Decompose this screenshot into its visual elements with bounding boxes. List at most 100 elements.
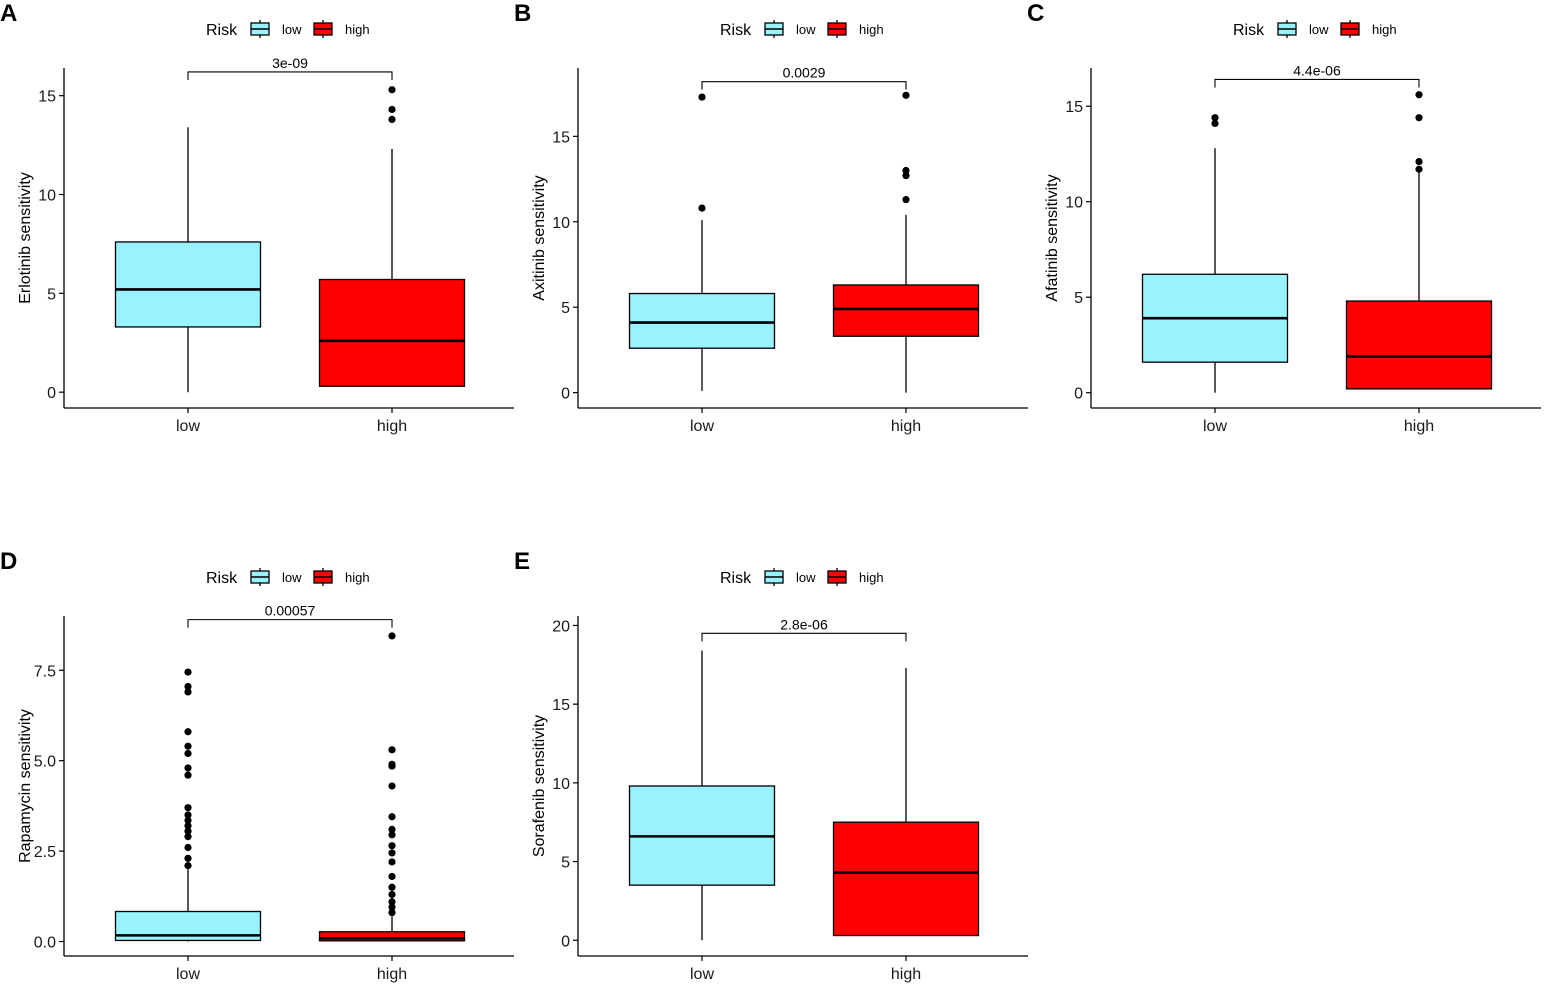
outlier-point xyxy=(184,827,192,835)
outlier-point xyxy=(184,771,192,779)
outlier-point xyxy=(388,86,396,94)
legend: Risk low high xyxy=(720,20,884,39)
outlier-point xyxy=(388,858,396,866)
legend-title: Risk xyxy=(206,22,238,39)
outlier-point xyxy=(388,842,396,850)
legend-key-low xyxy=(250,20,270,38)
outlier-point xyxy=(698,204,706,212)
outlier-point xyxy=(388,115,396,123)
bracket-line xyxy=(187,619,393,628)
box-low xyxy=(114,127,262,393)
chart-svg: Risk low high 0 5 10 15 low high Afatinib sensiti… xyxy=(1044,20,1541,435)
outlier-point xyxy=(388,782,396,790)
significance-bracket: 4.4e-06 xyxy=(1214,62,1420,88)
outlier-point xyxy=(698,93,706,101)
outlier-point xyxy=(184,728,192,736)
outlier-point xyxy=(184,764,192,772)
legend-label-high: high xyxy=(859,570,884,585)
panel-a: A Risk low high 0 5 10 15 low high Erlotinib sens… xyxy=(0,0,520,450)
y-tick-label: 10 xyxy=(1065,195,1083,212)
y-tick-label: 0 xyxy=(47,385,56,402)
legend-key-low xyxy=(250,568,270,586)
y-axis-title: Afatinib sensitivity xyxy=(1044,174,1061,301)
y-tick-label: 5.0 xyxy=(34,754,56,771)
legend-key-high xyxy=(827,20,847,38)
panel-b: B Risk low high 0 5 10 15 low high Axitinib sensi… xyxy=(514,0,1034,450)
outlier-point xyxy=(388,872,396,881)
significance-bracket: 0.00057 xyxy=(187,603,393,628)
y-tick-label: 0 xyxy=(561,386,570,403)
x-tick-label: low xyxy=(690,966,714,983)
bracket-line xyxy=(1214,78,1420,88)
y-tick-label: 10 xyxy=(38,188,56,205)
y-axis-title: Axitinib sensitivity xyxy=(531,175,548,300)
outlier-point xyxy=(184,816,192,824)
outlier-point xyxy=(388,105,396,114)
p-value-label: 2.8e-06 xyxy=(780,616,828,632)
outlier-point xyxy=(1415,165,1423,173)
legend-label-high: high xyxy=(345,22,370,37)
y-tick-label: 10 xyxy=(552,215,570,232)
legend-key-low xyxy=(764,568,784,586)
legend-label-low: low xyxy=(282,570,302,585)
legend-key-high xyxy=(313,568,333,586)
box-iqr xyxy=(114,241,262,328)
panel-c: C Risk low high 0 5 10 15 low high Afatinib sensi… xyxy=(1027,0,1547,450)
box-high xyxy=(1345,91,1493,390)
y-tick-label: 15 xyxy=(552,697,570,714)
legend-key-high xyxy=(313,20,333,38)
panel-label: B xyxy=(514,0,532,27)
box-high xyxy=(318,86,466,387)
chart-svg: Risk low high 0 5 10 15 20 low high Sorafenib sens… xyxy=(531,568,1028,983)
p-value-label: 3e-09 xyxy=(272,55,308,71)
legend-key-low xyxy=(1277,20,1297,38)
legend-title: Risk xyxy=(720,22,752,39)
x-tick-label: high xyxy=(891,418,921,435)
y-tick-label: 0 xyxy=(1074,386,1083,403)
legend-label-low: low xyxy=(796,570,816,585)
outlier-point xyxy=(184,668,192,676)
legend: Risk low high xyxy=(206,568,370,587)
legend: Risk low high xyxy=(1233,20,1397,39)
outlier-point xyxy=(902,91,910,99)
outlier-point xyxy=(184,804,192,812)
panel-e: E Risk low high 0 5 10 15 20 low high Sorafenib se… xyxy=(514,548,1034,998)
outlier-point xyxy=(184,843,192,852)
outlier-point xyxy=(184,822,192,830)
box-iqr xyxy=(1345,300,1493,390)
outlier-point xyxy=(388,632,396,640)
y-tick-label: 5 xyxy=(1074,290,1083,307)
box-iqr xyxy=(628,292,776,349)
box-low xyxy=(628,650,776,941)
y-tick-label: 20 xyxy=(552,618,570,635)
x-tick-label: low xyxy=(690,418,714,435)
outlier-point xyxy=(388,831,396,839)
box-iqr xyxy=(832,821,980,937)
legend-title: Risk xyxy=(206,570,238,587)
legend-label-low: low xyxy=(282,22,302,37)
x-tick-label: high xyxy=(377,966,407,983)
bracket-line xyxy=(701,632,907,642)
legend-label-high: high xyxy=(1372,22,1397,37)
box-iqr xyxy=(318,931,466,942)
legend: Risk low high xyxy=(206,20,370,39)
x-tick-label: high xyxy=(377,418,407,435)
panel-label: D xyxy=(0,548,18,575)
outlier-point xyxy=(184,854,192,862)
y-tick-label: 5 xyxy=(47,286,56,303)
box-iqr xyxy=(318,278,466,387)
y-tick-label: 7.5 xyxy=(34,663,56,680)
outlier-point xyxy=(388,908,396,917)
chart-svg: Risk low high 0 5 10 15 low high Axitinib sensiti… xyxy=(531,20,1028,435)
y-tick-label: 0.0 xyxy=(34,935,56,952)
panel-d: D Risk low high 0.0 2.5 5.0 7.5 low high Rapamyci… xyxy=(0,548,520,998)
outlier-point xyxy=(388,813,396,821)
outlier-point xyxy=(184,688,192,696)
p-value-label: 0.0029 xyxy=(783,65,826,81)
outlier-point xyxy=(388,903,396,911)
panel-label: E xyxy=(514,548,531,575)
outlier-point xyxy=(184,833,192,841)
outlier-point xyxy=(388,849,396,857)
outlier-point xyxy=(902,166,910,175)
box-low xyxy=(114,668,262,942)
